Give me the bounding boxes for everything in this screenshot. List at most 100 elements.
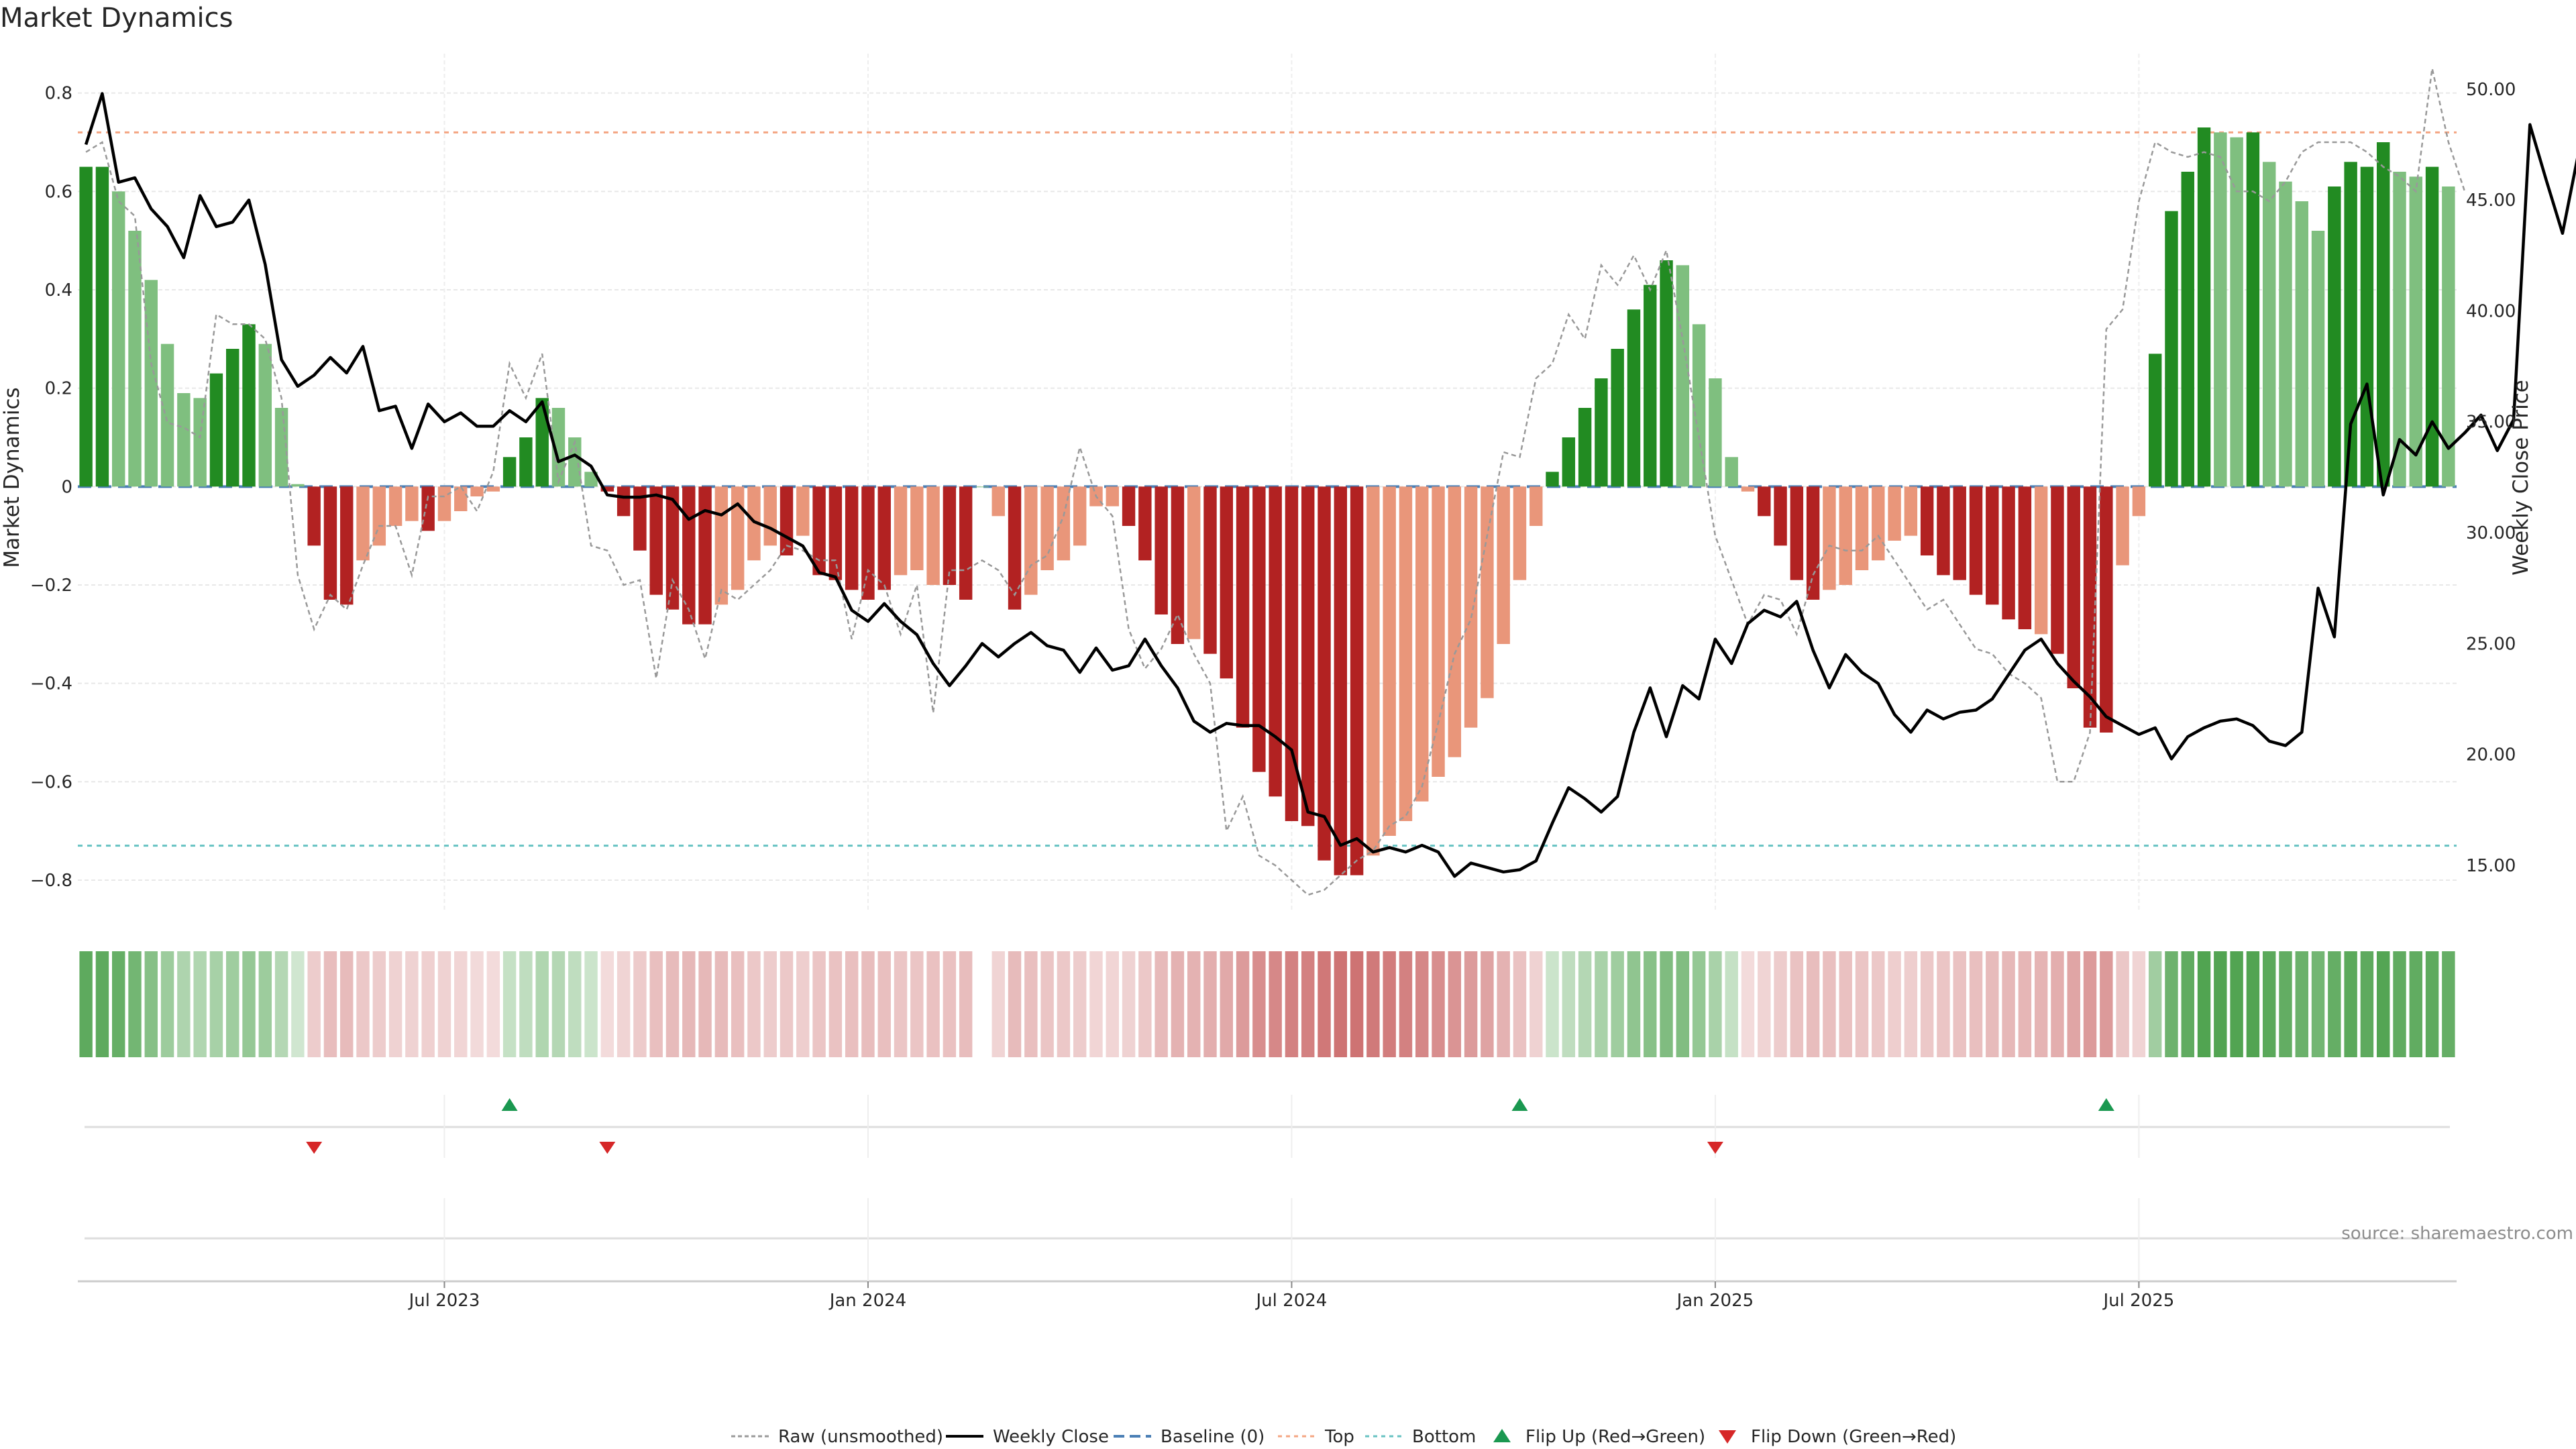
- heat-cell: [2181, 951, 2194, 1057]
- bar: [1415, 486, 1429, 802]
- heat-cell: [812, 951, 826, 1057]
- heat-cell: [894, 951, 908, 1057]
- bar: [1448, 486, 1462, 757]
- heat-cell: [519, 951, 533, 1057]
- heat-cell: [1986, 951, 1999, 1057]
- bar: [1171, 486, 1185, 644]
- bar: [633, 486, 647, 551]
- bar: [796, 486, 810, 536]
- bar: [1024, 486, 1038, 595]
- bar: [2328, 186, 2341, 487]
- bar: [2376, 142, 2390, 487]
- bar: [1904, 486, 1918, 536]
- bar: [79, 166, 93, 487]
- bar: [2165, 211, 2178, 487]
- heat-cell: [1203, 951, 1217, 1057]
- heat-cell: [1073, 951, 1087, 1057]
- bar: [1872, 486, 1885, 561]
- legend-label: Bottom: [1412, 1427, 1476, 1447]
- bar: [1040, 486, 1054, 570]
- bar: [356, 486, 370, 561]
- heat-cell: [714, 951, 729, 1057]
- heat-cell: [1220, 951, 1233, 1057]
- heat-cell: [1595, 951, 1608, 1057]
- heat-cell: [112, 951, 125, 1057]
- bar: [2214, 132, 2227, 487]
- x-tick-label: Jul 2025: [2102, 1291, 2174, 1311]
- heat-cell: [1024, 951, 1038, 1057]
- heat-cell: [2165, 951, 2178, 1057]
- heat-cell: [2214, 951, 2227, 1057]
- heat-cell: [291, 951, 305, 1057]
- bar: [1220, 486, 1233, 679]
- heat-cell: [1334, 951, 1348, 1057]
- bar: [1529, 486, 1543, 526]
- bar: [877, 486, 891, 590]
- heat-cell: [1855, 951, 1869, 1057]
- heat-cell: [943, 951, 957, 1057]
- heat-cell: [1839, 951, 1852, 1057]
- heat-cell: [177, 951, 191, 1057]
- heat-cell: [2360, 951, 2374, 1057]
- bar: [2442, 186, 2455, 487]
- heat-cell: [340, 951, 354, 1057]
- raw-line: [85, 68, 2466, 896]
- bar: [258, 343, 272, 487]
- bar: [1432, 486, 1445, 777]
- heat-cell: [1252, 951, 1266, 1057]
- bar: [600, 486, 614, 492]
- bar: [1937, 486, 1950, 576]
- x-tick-label: Jan 2025: [1676, 1291, 1754, 1311]
- heat-cell: [193, 951, 207, 1057]
- heat-cell: [1415, 951, 1429, 1057]
- heat-cell: [1236, 951, 1250, 1057]
- bar: [144, 280, 158, 487]
- heat-cell: [1155, 951, 1168, 1057]
- heat-cell: [1774, 951, 1787, 1057]
- bar: [551, 408, 566, 487]
- bar-series: [79, 127, 2455, 875]
- bar: [2230, 137, 2243, 487]
- y2-tick-label: 50.00: [2466, 80, 2516, 100]
- heat-cell: [79, 951, 93, 1057]
- bar: [1709, 378, 1722, 487]
- bar: [1481, 486, 1494, 698]
- heat-cell: [1953, 951, 1966, 1057]
- heat-cell: [535, 951, 549, 1057]
- bar: [1969, 486, 1983, 595]
- flip-up-marker: [501, 1098, 518, 1111]
- y-tick-label: −0.6: [30, 772, 72, 792]
- bar: [1953, 486, 1966, 580]
- bar: [1350, 486, 1364, 875]
- heat-cell: [437, 951, 451, 1057]
- flip-down-marker: [599, 1142, 616, 1154]
- bar: [112, 191, 125, 487]
- heat-cell: [600, 951, 614, 1057]
- bar: [2393, 172, 2406, 487]
- bar: [193, 398, 207, 487]
- y2-axis-label: Weekly Close Price: [2509, 380, 2533, 576]
- bar: [894, 486, 908, 576]
- bar: [1741, 486, 1755, 492]
- bar: [1073, 486, 1087, 546]
- heat-cell: [1709, 951, 1722, 1057]
- heat-cell: [1660, 951, 1673, 1057]
- heat-cell: [1497, 951, 1510, 1057]
- bar: [437, 486, 451, 521]
- legend: Raw (unsmoothed) Weekly Close Baseline (0)…: [731, 1427, 1956, 1447]
- heat-cell: [2425, 951, 2439, 1057]
- y-tick-label: −0.4: [30, 674, 72, 694]
- heat-cell: [2051, 951, 2064, 1057]
- heat-cell: [1806, 951, 1820, 1057]
- heat-cell: [2067, 951, 2080, 1057]
- heat-cell: [1285, 951, 1299, 1057]
- heat-cell: [405, 951, 419, 1057]
- bar: [1644, 284, 1657, 487]
- legend-label: Weekly Close: [993, 1427, 1109, 1447]
- bar: [372, 486, 386, 546]
- heat-cell: [1318, 951, 1331, 1057]
- source-label: source: sharemaestro.com: [2341, 1224, 2573, 1244]
- heat-cell: [2034, 951, 2048, 1057]
- heat-cell: [2083, 951, 2097, 1057]
- heat-cell: [1562, 951, 1576, 1057]
